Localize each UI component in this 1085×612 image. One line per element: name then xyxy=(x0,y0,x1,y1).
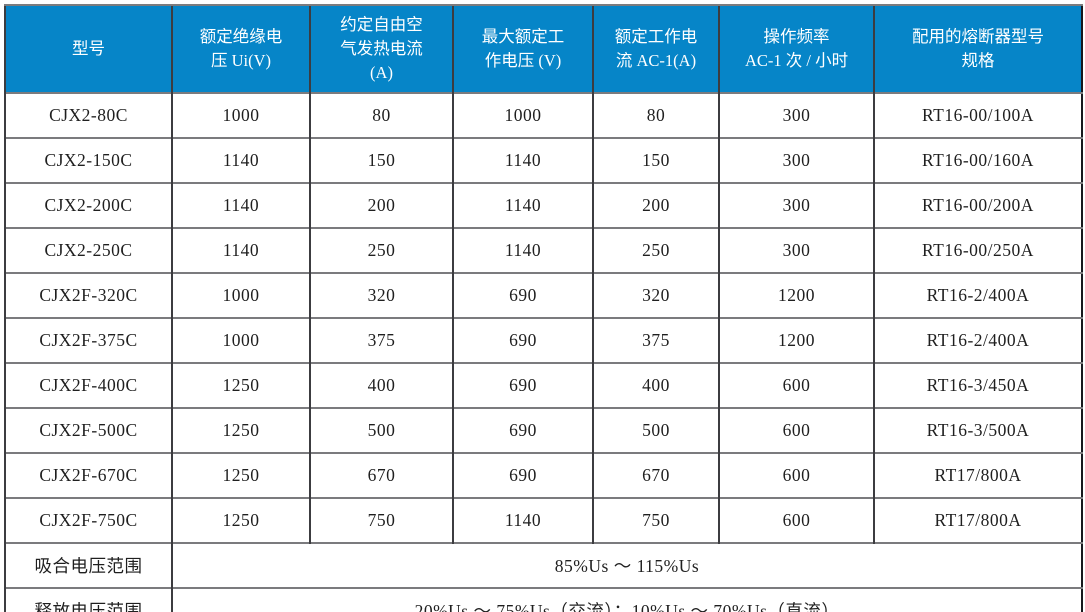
table-cell: 300 xyxy=(718,227,874,273)
table-cell: CJX2-150C xyxy=(4,137,172,183)
table-cell: 1200 xyxy=(718,317,874,363)
header-cell-rated-working-current: 额定工作电 流 AC-1(A) xyxy=(592,4,719,93)
table-cell: RT16-3/450A xyxy=(873,362,1082,408)
table-header: 型号 额定绝缘电 压 Ui(V) 约定自由空 气发热电流 (A) 最大额定工 作… xyxy=(4,4,1082,93)
table-cell: 300 xyxy=(718,182,874,228)
table-cell: 250 xyxy=(309,227,453,273)
table-cell: CJX2-250C xyxy=(4,227,172,273)
table-row: CJX2F-320C 1000 320 690 320 1200 RT16-2/400A xyxy=(4,272,1082,318)
header-row: 型号 额定绝缘电 压 Ui(V) 约定自由空 气发热电流 (A) 最大额定工 作… xyxy=(4,4,1082,93)
table-cell: RT16-00/200A xyxy=(873,182,1082,228)
table-row: CJX2F-750C 1250 750 1140 750 600 RT17/800A xyxy=(4,497,1082,543)
table-cell: 375 xyxy=(592,317,719,363)
table-row: CJX2F-670C 1250 670 690 670 600 RT17/800A xyxy=(4,452,1082,498)
table-cell: CJX2F-375C xyxy=(4,317,172,363)
table-cell: 690 xyxy=(452,362,593,408)
table-cell: 600 xyxy=(718,362,874,408)
release-voltage-label: 释放电压范围 xyxy=(4,587,172,612)
table-cell: 80 xyxy=(309,92,453,138)
table-cell: CJX2F-500C xyxy=(4,407,172,453)
table-cell: 200 xyxy=(309,182,453,228)
table-cell: 1140 xyxy=(452,182,593,228)
table-cell: 1250 xyxy=(171,497,310,543)
table-cell: 1140 xyxy=(171,182,310,228)
header-cell-model: 型号 xyxy=(4,4,172,93)
table-cell: RT16-3/500A xyxy=(873,407,1082,453)
table-row: CJX2F-400C 1250 400 690 400 600 RT16-3/450A xyxy=(4,362,1082,408)
release-voltage-value: 20%Us ～ 75%Us（交流）；10%Us ～ 70%Us（直流） xyxy=(171,587,1082,612)
table-cell: 600 xyxy=(718,497,874,543)
table-cell: 750 xyxy=(309,497,453,543)
table-cell: 600 xyxy=(718,407,874,453)
table-cell: 1140 xyxy=(171,137,310,183)
table-cell: 1140 xyxy=(452,227,593,273)
table-cell: 300 xyxy=(718,137,874,183)
table-row: CJX2F-500C 1250 500 690 500 600 RT16-3/500A xyxy=(4,407,1082,453)
header-cell-rated-insulation-voltage: 额定绝缘电 压 Ui(V) xyxy=(171,4,310,93)
header-cell-free-air-thermal-current: 约定自由空 气发热电流 (A) xyxy=(309,4,453,93)
table-cell: 500 xyxy=(592,407,719,453)
table-cell: 400 xyxy=(592,362,719,408)
table-cell: 750 xyxy=(592,497,719,543)
table-cell: 1250 xyxy=(171,452,310,498)
table-cell: 1000 xyxy=(171,317,310,363)
table-cell: RT16-2/400A xyxy=(873,272,1082,318)
header-cell-max-rated-working-voltage: 最大额定工 作电压 (V) xyxy=(452,4,593,93)
table-cell: CJX2F-400C xyxy=(4,362,172,408)
table-cell: 690 xyxy=(452,452,593,498)
table-cell: CJX2F-320C xyxy=(4,272,172,318)
table-cell: 1250 xyxy=(171,362,310,408)
table-cell: 1140 xyxy=(452,137,593,183)
table-cell: CJX2-200C xyxy=(4,182,172,228)
table-cell: CJX2F-750C xyxy=(4,497,172,543)
table-cell: 1000 xyxy=(452,92,593,138)
table-cell: 200 xyxy=(592,182,719,228)
contactor-spec-table: 型号 额定绝缘电 压 Ui(V) 约定自由空 气发热电流 (A) 最大额定工 作… xyxy=(4,4,1083,612)
table-body: CJX2-80C 1000 80 1000 80 300 RT16-00/100A CJX2-… xyxy=(4,92,1082,543)
table-cell: RT17/800A xyxy=(873,497,1082,543)
table-cell: 80 xyxy=(592,92,719,138)
table-cell: 400 xyxy=(309,362,453,408)
table-cell: 1000 xyxy=(171,92,310,138)
table-cell: RT16-00/160A xyxy=(873,137,1082,183)
table-cell: 1200 xyxy=(718,272,874,318)
table-cell: 670 xyxy=(592,452,719,498)
table-cell: RT16-00/100A xyxy=(873,92,1082,138)
pickup-voltage-row: 吸合电压范围 85%Us ～ 115%Us xyxy=(4,542,1082,588)
table-cell: 320 xyxy=(592,272,719,318)
table-cell: 1000 xyxy=(171,272,310,318)
table-row: CJX2F-375C 1000 375 690 375 1200 RT16-2/400A xyxy=(4,317,1082,363)
table-row: CJX2-150C 1140 150 1140 150 300 RT16-00/160A xyxy=(4,137,1082,183)
table-cell: 500 xyxy=(309,407,453,453)
table-cell: 690 xyxy=(452,272,593,318)
table-cell: RT17/800A xyxy=(873,452,1082,498)
table-cell: 375 xyxy=(309,317,453,363)
table-cell: CJX2F-670C xyxy=(4,452,172,498)
table-cell: 1140 xyxy=(452,497,593,543)
table-cell: 300 xyxy=(718,92,874,138)
header-cell-operating-frequency: 操作频率 AC-1 次 / 小时 xyxy=(718,4,874,93)
table-cell: 150 xyxy=(309,137,453,183)
table-cell: 250 xyxy=(592,227,719,273)
table-cell: 1250 xyxy=(171,407,310,453)
table-cell: 670 xyxy=(309,452,453,498)
table-row: CJX2-80C 1000 80 1000 80 300 RT16-00/100A xyxy=(4,92,1082,138)
table-cell: 690 xyxy=(452,407,593,453)
table-cell: 690 xyxy=(452,317,593,363)
table-cell: 320 xyxy=(309,272,453,318)
table-cell: 150 xyxy=(592,137,719,183)
header-cell-fuse-spec: 配用的熔断器型号 规格 xyxy=(873,4,1082,93)
table-row: CJX2-200C 1140 200 1140 200 300 RT16-00/200A xyxy=(4,182,1082,228)
pickup-voltage-label: 吸合电压范围 xyxy=(4,542,172,588)
release-voltage-row: 释放电压范围 20%Us ～ 75%Us（交流）；10%Us ～ 70%Us（直… xyxy=(4,587,1082,612)
table-footer: 吸合电压范围 85%Us ～ 115%Us 释放电压范围 20%Us ～ 75%… xyxy=(4,542,1082,612)
table-cell: 600 xyxy=(718,452,874,498)
pickup-voltage-value: 85%Us ～ 115%Us xyxy=(171,542,1082,588)
table-cell: 1140 xyxy=(171,227,310,273)
table-cell: RT16-00/250A xyxy=(873,227,1082,273)
table-cell: CJX2-80C xyxy=(4,92,172,138)
table-row: CJX2-250C 1140 250 1140 250 300 RT16-00/250A xyxy=(4,227,1082,273)
table-cell: RT16-2/400A xyxy=(873,317,1082,363)
